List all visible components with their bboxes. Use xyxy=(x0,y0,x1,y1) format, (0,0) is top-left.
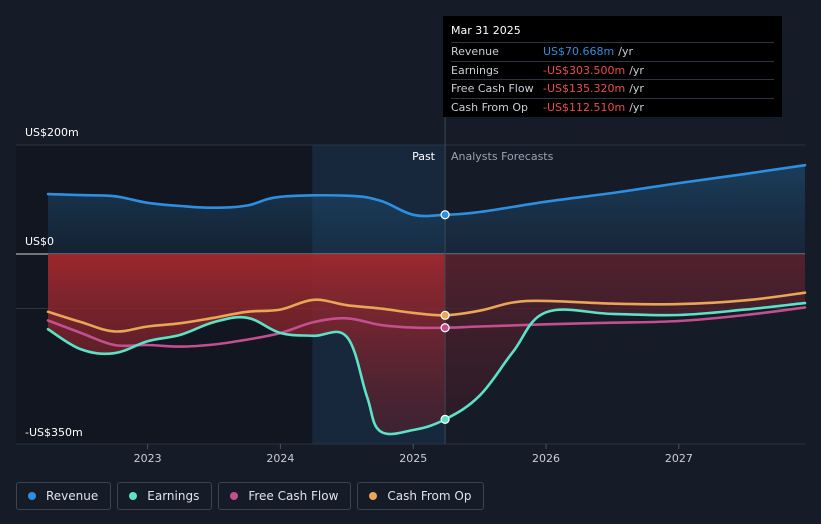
marker-earnings xyxy=(440,414,450,425)
legend-label: Free Cash Flow xyxy=(248,489,339,503)
tooltip-row-free-cash-flow: Free Cash Flow -US$135.320m /yr xyxy=(451,79,774,98)
tooltip-unit: /yr xyxy=(618,45,633,58)
tooltip: Mar 31 2025 Revenue US$70.668m /yr Earni… xyxy=(443,16,782,117)
tooltip-label: Earnings xyxy=(451,63,499,77)
legend-dot-icon xyxy=(129,492,138,500)
series-line-cash-from-op xyxy=(46,291,807,333)
past-label: Past xyxy=(412,150,436,163)
tooltip-unit: /yr xyxy=(629,63,644,77)
tooltip-label: Revenue xyxy=(451,45,499,58)
legend-item-revenue[interactable]: Revenue xyxy=(16,482,112,510)
y-label-zero: US$0 xyxy=(25,235,54,248)
tooltip-unit: /yr xyxy=(629,100,644,114)
tooltip-row-cash-from-op: Cash From Op -US$112.510m /yr xyxy=(451,97,774,117)
tooltip-label: Free Cash Flow xyxy=(451,82,534,95)
tooltip-label: Cash From Op xyxy=(451,100,529,114)
area-fills xyxy=(48,165,805,435)
series-line-earnings xyxy=(46,301,807,436)
highlight-markers xyxy=(440,210,450,425)
x-tick-label: 2025 xyxy=(399,452,427,465)
legend-label: Revenue xyxy=(46,489,99,503)
tooltip-value: -US$112.510m xyxy=(543,100,626,114)
series-lines xyxy=(46,163,807,436)
legend-item-earnings[interactable]: Earnings xyxy=(117,482,213,510)
legend-label: Cash From Op xyxy=(387,489,472,503)
marker-cash-from-op xyxy=(440,310,450,320)
legend-dot-icon xyxy=(230,492,239,500)
earnings-area-forecast xyxy=(445,254,805,420)
forecast-label: Analysts Forecasts xyxy=(451,150,554,163)
legend: Revenue Earnings Free Cash Flow Cash Fro… xyxy=(16,482,485,510)
legend-dot-icon xyxy=(369,492,378,500)
tooltip-unit: /yr xyxy=(629,82,644,95)
tooltip-row-earnings: Earnings -US$303.500m /yr xyxy=(451,60,774,80)
revenue-area xyxy=(48,165,805,254)
x-axis-ticks: 2023 2024 2025 2026 2027 xyxy=(134,444,693,465)
x-tick-label: 2026 xyxy=(532,452,560,465)
tooltip-date: Mar 31 2025 xyxy=(451,24,521,37)
tooltip-row-revenue: Revenue US$70.668m /yr xyxy=(451,42,774,61)
marker-revenue xyxy=(440,210,450,220)
legend-item-free-cash-flow[interactable]: Free Cash Flow xyxy=(218,482,352,510)
legend-item-cash-from-op[interactable]: Cash From Op xyxy=(357,482,485,510)
legend-label: Earnings xyxy=(147,489,200,503)
y-label-bottom: -US$350m xyxy=(25,426,83,439)
earnings-area-past xyxy=(48,254,446,435)
x-tick-label: 2027 xyxy=(665,452,693,465)
tooltip-value: -US$135.320m xyxy=(543,82,626,95)
series-line-free-cash-flow xyxy=(46,306,807,348)
x-tick-label: 2023 xyxy=(134,452,162,465)
tooltip-value: -US$303.500m xyxy=(543,63,626,77)
y-label-top: US$200m xyxy=(25,126,79,139)
axis-labels: US$200m US$0 -US$350m Past Analysts Fore… xyxy=(25,126,554,439)
legend-dot-icon xyxy=(28,492,36,500)
x-tick-label: 2024 xyxy=(266,452,294,465)
tooltip-value: US$70.668m xyxy=(543,45,615,58)
series-line-revenue xyxy=(46,163,807,218)
marker-free-cash-flow xyxy=(440,323,450,333)
